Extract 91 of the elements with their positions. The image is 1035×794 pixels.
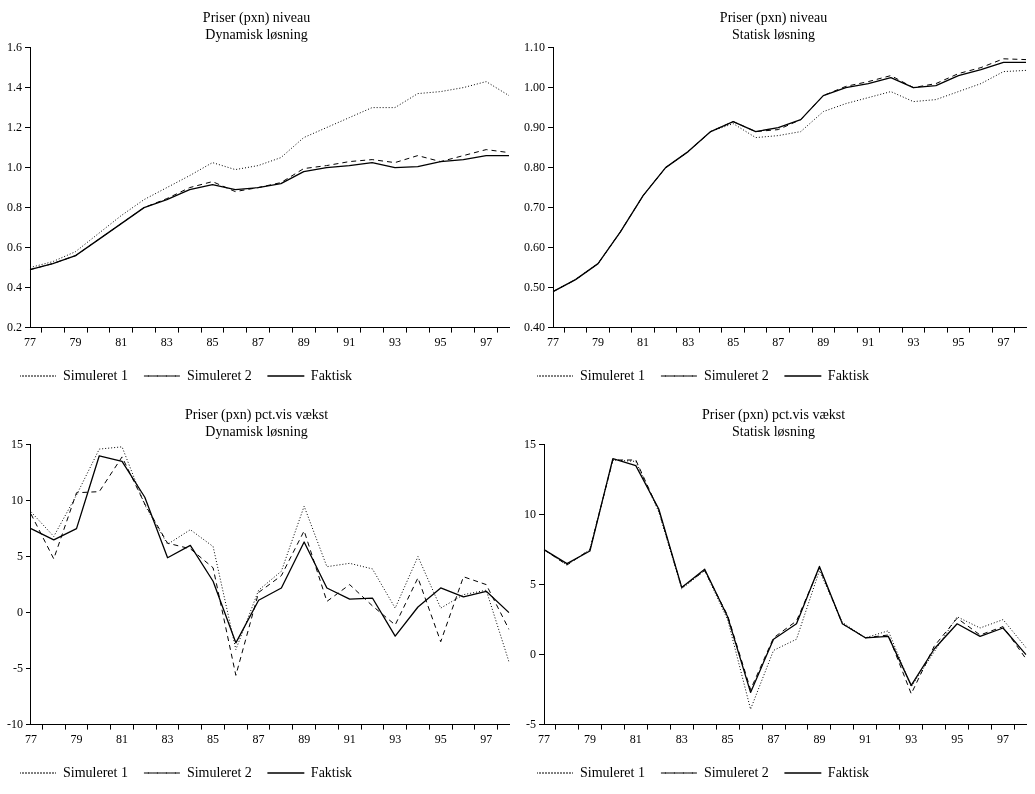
chart-title: Priser (pxn) niveau: [719, 10, 828, 27]
x-tick-label: 83: [682, 334, 695, 349]
y-tick-label: 1.10: [524, 39, 545, 54]
y-tick-label: -5: [526, 716, 536, 731]
x-tick-label: 77: [547, 334, 559, 349]
chart-title: Priser (pxn) pct.vis vækst: [184, 407, 329, 424]
x-tick-label: 77: [538, 731, 550, 746]
x-tick-label: 85: [207, 731, 220, 746]
y-tick-label: 15: [11, 436, 23, 451]
x-tick-label: 79: [583, 731, 596, 746]
x-tick-label: 91: [862, 334, 875, 349]
x-tick-label: 93: [389, 731, 402, 746]
y-tick-label: 0.6: [7, 239, 22, 254]
chart-subtitle: Statisk løsning: [732, 423, 815, 439]
y-tick-label: 0.8: [7, 199, 22, 214]
legend-label: Faktisk: [827, 764, 870, 780]
chart-subtitle: Statisk løsning: [732, 26, 815, 42]
x-tick-label: 93: [388, 334, 401, 349]
legend-label: Simuleret 1: [580, 367, 645, 383]
x-tick-label: 95: [951, 731, 964, 746]
x-tick-label: 87: [767, 731, 780, 746]
y-tick-label: 0: [17, 604, 23, 619]
legend-label: Faktisk: [827, 367, 870, 383]
y-tick-label: -10: [7, 716, 23, 731]
x-tick-label: 93: [905, 731, 918, 746]
x-tick-label: 81: [629, 731, 642, 746]
x-tick-label: 83: [161, 731, 174, 746]
y-tick-label: 0.60: [524, 239, 545, 254]
y-tick-label: 0.40: [524, 319, 545, 334]
x-tick-label: 87: [252, 731, 265, 746]
y-tick-label: 0.90: [524, 119, 545, 134]
y-tick-label: 1.6: [7, 39, 22, 54]
y-tick-label: 0.4: [7, 279, 22, 294]
legend-label: Faktisk: [310, 367, 353, 383]
y-tick-label: 15: [524, 436, 536, 451]
x-tick-label: 89: [813, 731, 826, 746]
x-tick-label: 79: [69, 334, 82, 349]
y-tick-label: 1.2: [7, 119, 22, 134]
x-tick-label: 83: [160, 334, 173, 349]
y-tick-label: 0.2: [7, 319, 22, 334]
x-tick-label: 87: [252, 334, 265, 349]
x-tick-label: 91: [343, 731, 356, 746]
x-tick-label: 81: [116, 731, 129, 746]
y-tick-label: 5: [530, 576, 536, 591]
x-tick-label: 91: [859, 731, 872, 746]
legend-label: Simuleret 1: [580, 764, 645, 780]
chart-title: Priser (pxn) niveau: [202, 10, 311, 27]
chart-subtitle: Dynamisk løsning: [205, 26, 308, 42]
y-tick-label: 5: [17, 548, 23, 563]
x-tick-label: 97: [480, 334, 493, 349]
x-tick-label: 79: [70, 731, 83, 746]
x-tick-label: 81: [637, 334, 650, 349]
y-tick-label: 0.80: [524, 159, 545, 174]
x-tick-label: 93: [907, 334, 920, 349]
legend-label: Simuleret 2: [186, 764, 252, 780]
x-tick-label: 85: [206, 334, 219, 349]
x-tick-label: 79: [592, 334, 605, 349]
legend-label: Simuleret 1: [63, 764, 128, 780]
chart-subtitle: Dynamisk løsning: [205, 423, 308, 439]
x-tick-label: 89: [298, 731, 311, 746]
x-tick-label: 85: [721, 731, 734, 746]
y-tick-label: -5: [13, 660, 23, 675]
x-tick-label: 95: [434, 334, 447, 349]
legend-label: Simuleret 2: [703, 764, 769, 780]
chart-title: Priser (pxn) pct.vis vækst: [701, 407, 846, 424]
y-tick-label: 1.00: [524, 79, 545, 94]
x-tick-label: 97: [997, 731, 1010, 746]
y-tick-label: 1.4: [7, 79, 22, 94]
x-tick-label: 89: [297, 334, 310, 349]
x-tick-label: 81: [115, 334, 128, 349]
y-tick-label: 0.50: [524, 279, 545, 294]
x-tick-label: 91: [343, 334, 356, 349]
x-tick-label: 95: [434, 731, 447, 746]
legend-label: Simuleret 2: [703, 367, 769, 383]
x-tick-label: 87: [772, 334, 785, 349]
y-tick-label: 0: [530, 646, 536, 661]
x-tick-label: 97: [480, 731, 493, 746]
x-tick-label: 89: [817, 334, 830, 349]
legend-label: Simuleret 1: [63, 367, 128, 383]
x-tick-label: 77: [24, 334, 36, 349]
y-tick-label: 1.0: [7, 159, 22, 174]
x-tick-label: 85: [727, 334, 740, 349]
x-tick-label: 77: [25, 731, 37, 746]
x-tick-label: 95: [952, 334, 965, 349]
legend-label: Simuleret 2: [186, 367, 252, 383]
y-tick-label: 0.70: [524, 199, 545, 214]
y-tick-label: 10: [524, 506, 536, 521]
x-tick-label: 83: [675, 731, 688, 746]
y-tick-label: 10: [11, 492, 23, 507]
x-tick-label: 97: [997, 334, 1010, 349]
legend-label: Faktisk: [310, 764, 353, 780]
